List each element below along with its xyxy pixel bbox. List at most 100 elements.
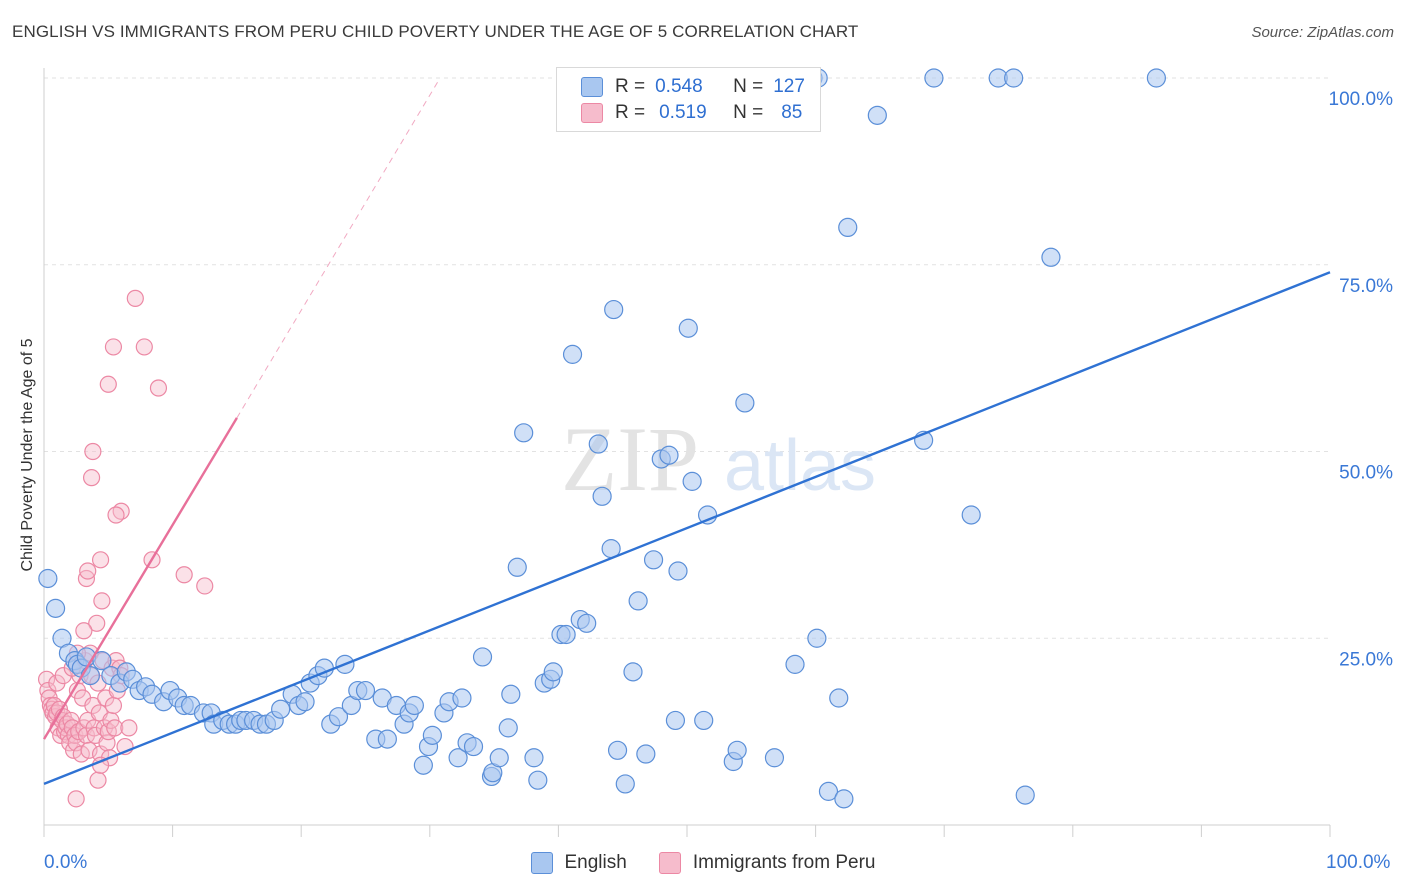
english-point bbox=[507, 557, 527, 577]
english-point bbox=[413, 755, 433, 775]
legend-row-peru: R = 0.519 N = 85 bbox=[581, 102, 802, 124]
series-legend-english[interactable]: English bbox=[530, 852, 627, 874]
english-point bbox=[588, 434, 608, 454]
peru-point bbox=[75, 622, 93, 640]
legend-row-english: R = 0.548 N = 127 bbox=[581, 76, 805, 98]
legend-r-label: R = bbox=[615, 76, 646, 97]
english-point bbox=[829, 688, 849, 708]
legend-n-label: N = bbox=[733, 102, 764, 123]
legend-n-value-peru: 85 bbox=[781, 102, 803, 123]
english-point bbox=[1015, 785, 1035, 805]
english-point bbox=[697, 505, 718, 525]
peru-point bbox=[89, 771, 107, 789]
english-point bbox=[764, 748, 785, 768]
english-point bbox=[422, 725, 442, 745]
y-tick-label: 75.0% bbox=[1339, 276, 1393, 297]
english-point bbox=[592, 486, 612, 506]
peru-point bbox=[91, 551, 110, 569]
english-point bbox=[615, 774, 635, 794]
english-point bbox=[38, 568, 58, 589]
watermark-zip: ZIP bbox=[561, 408, 699, 510]
english-point bbox=[355, 680, 376, 701]
trend-lines bbox=[42, 77, 1331, 786]
english-point bbox=[623, 662, 643, 682]
english-point bbox=[818, 781, 839, 801]
english-point bbox=[727, 740, 747, 760]
peru-point bbox=[106, 719, 124, 737]
english-point bbox=[498, 718, 518, 738]
series-swatch-english bbox=[530, 852, 553, 874]
legend-n-label: N = bbox=[733, 76, 764, 97]
english-point bbox=[682, 471, 702, 491]
source-label: Source: ZipAtlas.com bbox=[1251, 24, 1394, 41]
y-tick-labels: 25.0% 50.0% 75.0% 100.0% bbox=[1329, 89, 1394, 670]
series-legend: English Immigrants from Peru bbox=[0, 852, 1406, 874]
peru-trend-extension bbox=[236, 77, 441, 419]
legend-r-label: R = bbox=[615, 102, 646, 123]
english-point bbox=[604, 299, 624, 320]
legend-swatch-english bbox=[581, 77, 603, 97]
peru-point bbox=[135, 338, 153, 356]
chart-title: ENGLISH VS IMMIGRANTS FROM PERU CHILD PO… bbox=[12, 22, 859, 41]
english-point bbox=[1146, 68, 1166, 88]
english-point bbox=[867, 105, 887, 125]
watermark: ZIP atlas bbox=[561, 408, 876, 510]
english-point bbox=[524, 748, 544, 768]
series-legend-peru[interactable]: Immigrants from Peru bbox=[658, 852, 876, 874]
english-trend-line bbox=[43, 271, 1331, 786]
english-point bbox=[785, 654, 805, 674]
series-label-english: English bbox=[564, 852, 627, 873]
english-point bbox=[834, 789, 854, 809]
english-point bbox=[448, 748, 468, 768]
peru-point bbox=[104, 338, 123, 356]
correlation-legend: R = 0.548 N = 127 R = 0.519 N = 85 bbox=[556, 67, 821, 132]
y-tick-label: 100.0% bbox=[1329, 89, 1394, 110]
english-point bbox=[668, 561, 688, 581]
english-point bbox=[924, 68, 944, 88]
legend-r-value-english: 0.548 bbox=[655, 76, 703, 97]
series-swatch-peru bbox=[658, 852, 681, 874]
english-points bbox=[38, 68, 1166, 809]
y-tick-label: 25.0% bbox=[1339, 649, 1393, 670]
grid-lines bbox=[44, 77, 1330, 639]
english-point bbox=[694, 710, 714, 731]
peru-point bbox=[104, 696, 123, 715]
peru-point bbox=[93, 592, 111, 610]
english-point bbox=[92, 651, 112, 671]
peru-point bbox=[120, 719, 138, 737]
english-point bbox=[1041, 247, 1061, 267]
y-tick-label: 50.0% bbox=[1339, 463, 1393, 484]
english-point bbox=[807, 628, 827, 648]
english-point bbox=[636, 744, 656, 764]
peru-point bbox=[99, 375, 117, 393]
peru-point bbox=[107, 506, 125, 524]
english-point bbox=[45, 598, 66, 618]
x-tick-label-min: 0.0% bbox=[44, 852, 88, 873]
legend-r-value-peru: 0.519 bbox=[659, 102, 707, 123]
peru-point bbox=[79, 562, 97, 580]
english-point bbox=[735, 393, 755, 413]
peru-point bbox=[84, 442, 102, 461]
english-point bbox=[501, 684, 521, 704]
english-point bbox=[514, 423, 534, 443]
legend-swatch-peru bbox=[581, 103, 603, 123]
peru-point bbox=[67, 790, 85, 808]
english-point bbox=[678, 318, 698, 338]
english-point bbox=[543, 662, 563, 682]
english-point bbox=[328, 707, 349, 727]
english-point bbox=[377, 729, 397, 749]
peru-point bbox=[175, 566, 193, 584]
english-point bbox=[643, 550, 664, 570]
peru-point bbox=[149, 379, 168, 397]
english-point bbox=[659, 445, 679, 465]
english-point bbox=[577, 613, 597, 633]
english-point bbox=[1004, 68, 1024, 88]
english-point bbox=[838, 217, 858, 237]
x-tick-label-max: 100.0% bbox=[1326, 852, 1391, 873]
english-point bbox=[452, 688, 472, 708]
english-point bbox=[961, 505, 981, 525]
peru-points bbox=[37, 289, 214, 808]
series-label-peru: Immigrants from Peru bbox=[692, 852, 876, 873]
watermark-atlas: atlas bbox=[724, 426, 876, 506]
